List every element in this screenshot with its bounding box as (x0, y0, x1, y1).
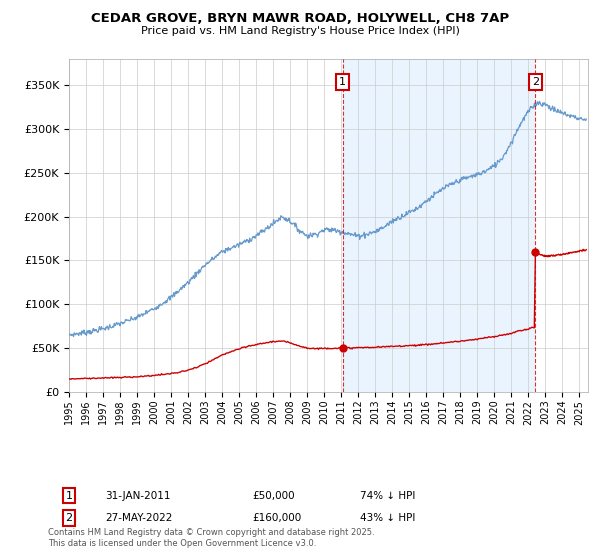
Text: 43% ↓ HPI: 43% ↓ HPI (360, 513, 415, 523)
Text: 1: 1 (339, 77, 346, 87)
Text: 2: 2 (532, 77, 539, 87)
Text: 31-JAN-2011: 31-JAN-2011 (105, 491, 170, 501)
Text: CEDAR GROVE, BRYN MAWR ROAD, HOLYWELL, CH8 7AP: CEDAR GROVE, BRYN MAWR ROAD, HOLYWELL, C… (91, 12, 509, 25)
Bar (343, 59, 535, 392)
Text: Price paid vs. HM Land Registry's House Price Index (HPI): Price paid vs. HM Land Registry's House … (140, 26, 460, 36)
Text: £160,000: £160,000 (252, 513, 301, 523)
Text: 27-MAY-2022: 27-MAY-2022 (105, 513, 172, 523)
Text: £50,000: £50,000 (252, 491, 295, 501)
Text: Contains HM Land Registry data © Crown copyright and database right 2025.
This d: Contains HM Land Registry data © Crown c… (48, 528, 374, 548)
Text: 74% ↓ HPI: 74% ↓ HPI (360, 491, 415, 501)
Text: 1: 1 (65, 491, 73, 501)
Text: 2: 2 (65, 513, 73, 523)
